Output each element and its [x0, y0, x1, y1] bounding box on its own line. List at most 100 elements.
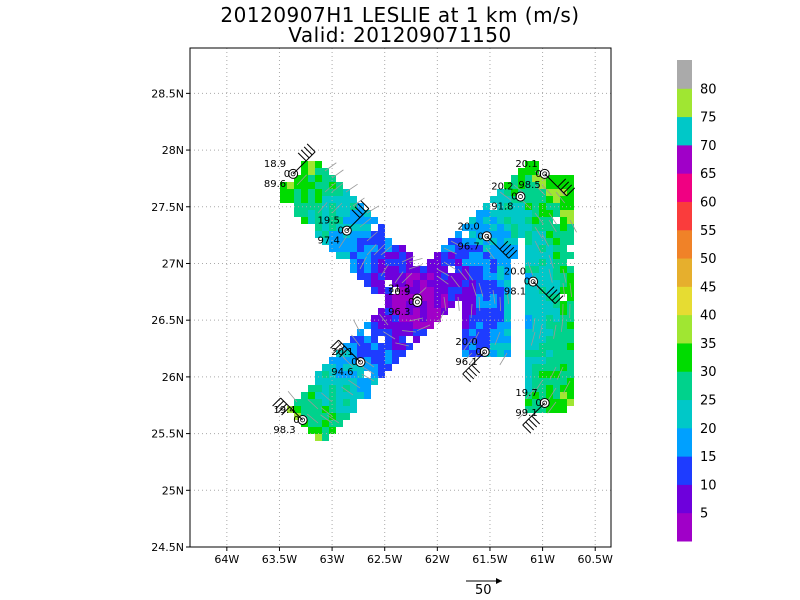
- wind-speed-cell: [483, 329, 490, 336]
- wind-speed-cell: [357, 238, 364, 245]
- wind-speed-cell: [525, 406, 532, 413]
- wind-vector: [541, 184, 552, 196]
- wind-speed-cell: [476, 210, 483, 217]
- wind-vector: [548, 219, 557, 233]
- wind-speed-cell: [420, 266, 427, 273]
- wind-speed-cell: [378, 245, 385, 252]
- wind-speed-cell: [448, 294, 455, 301]
- wind-speed-cell: [336, 413, 343, 420]
- wind-speed-cell: [546, 224, 553, 231]
- wind-speed-cell: [378, 287, 385, 294]
- wind-speed-cell: [469, 343, 476, 350]
- wind-speed-cell: [308, 406, 315, 413]
- wind-vector: [499, 296, 502, 312]
- wind-barb-flag: [502, 243, 512, 253]
- wind-speed-cell: [567, 301, 574, 308]
- colorbar-segment: [677, 342, 692, 372]
- wind-barb-flag: [560, 181, 570, 191]
- wind-speed-cell: [504, 182, 511, 189]
- wind-speed-cell: [532, 175, 539, 182]
- colorbar-label: 10: [700, 478, 717, 493]
- wind-barb-flag: [339, 348, 348, 358]
- wind-speed-cell: [553, 252, 560, 259]
- wind-speed-cell: [455, 287, 462, 294]
- wind-speed-cell: [560, 329, 567, 336]
- wind-speed-cell: [532, 364, 539, 371]
- wind-speed-cell: [553, 350, 560, 357]
- wind-speed-cell: [448, 259, 455, 266]
- wind-speed-cell: [560, 217, 567, 224]
- wind-speed-cell: [532, 294, 539, 301]
- wind-speed-cell: [294, 196, 301, 203]
- wind-speed-cell: [350, 378, 357, 385]
- wind-speed-cell: [469, 273, 476, 280]
- wind-speed-cell: [525, 245, 532, 252]
- wind-speed-cell: [378, 231, 385, 238]
- wind-speed-cell: [364, 378, 371, 385]
- wind-speed-cell: [322, 413, 329, 420]
- wind-barb-flag: [272, 397, 281, 407]
- wind-vector: [464, 268, 474, 281]
- wind-speed-cell: [371, 315, 378, 322]
- x-tick-label: 60.5W: [578, 553, 613, 566]
- colorbar-label: 20: [700, 422, 717, 437]
- wind-speed-cell: [329, 238, 336, 245]
- wind-speed-cell: [378, 329, 385, 336]
- wind-speed-cell: [301, 182, 308, 189]
- wind-speed-cell: [525, 322, 532, 329]
- wind-speed-cell: [532, 259, 539, 266]
- wind-speed-cell: [497, 350, 504, 357]
- wind-speed-field: [280, 161, 574, 441]
- wind-speed-cell: [476, 252, 483, 259]
- wind-barb-flag: [531, 415, 541, 425]
- wind-speed-cell: [329, 203, 336, 210]
- wind-speed-cell: [560, 182, 567, 189]
- wind-vector: [348, 379, 361, 389]
- wind-speed-cell: [406, 329, 413, 336]
- wind-speed-cell: [476, 287, 483, 294]
- wind-speed-cell: [308, 196, 315, 203]
- wind-speed-cell: [322, 434, 329, 441]
- wind-vector: [478, 296, 481, 311]
- colorbar-segment: [677, 88, 692, 118]
- wind-speed-cell: [371, 371, 378, 378]
- wind-speed-cell: [301, 161, 308, 168]
- wind-speed-cell: [455, 259, 462, 266]
- wind-speed-cell: [294, 182, 301, 189]
- wind-speed-cell: [518, 168, 525, 175]
- wind-speed-cell: [462, 350, 469, 357]
- x-tick-label: 62W: [425, 553, 450, 566]
- wind-barb: [338, 339, 361, 363]
- wind-speed-cell: [329, 196, 336, 203]
- wind-speed-cell: [378, 315, 385, 322]
- wind-speed-cell: [413, 287, 420, 294]
- wind-speed-cell: [532, 343, 539, 350]
- wind-speed-cell: [455, 273, 462, 280]
- wind-vector: [408, 257, 423, 263]
- wind-barb-flag: [465, 370, 475, 380]
- wind-speed-cell: [546, 371, 553, 378]
- wind-speed-cell: [308, 175, 315, 182]
- wind-speed-cell: [336, 189, 343, 196]
- wind-speed-cell: [525, 210, 532, 217]
- wind-speed-cell: [504, 224, 511, 231]
- colorbar-segment: [677, 144, 692, 174]
- wind-speed-cell: [364, 350, 371, 357]
- wind-vectors: [287, 162, 577, 424]
- wind-vector: [331, 182, 344, 193]
- wind-speed-cell: [560, 336, 567, 343]
- wind-speed-cell: [539, 406, 546, 413]
- wind-speed-cell: [343, 217, 350, 224]
- wind-speed-cell: [504, 196, 511, 203]
- wind-speed-cell: [553, 231, 560, 238]
- wind-speed-cell: [462, 343, 469, 350]
- colorbar-segment: [677, 60, 692, 89]
- wind-vector: [380, 245, 392, 256]
- wind-speed-cell: [518, 217, 525, 224]
- wind-speed-cell: [560, 224, 567, 231]
- wind-speed-cell: [350, 238, 357, 245]
- wind-speed-cell: [315, 189, 322, 196]
- wind-vector: [457, 268, 468, 281]
